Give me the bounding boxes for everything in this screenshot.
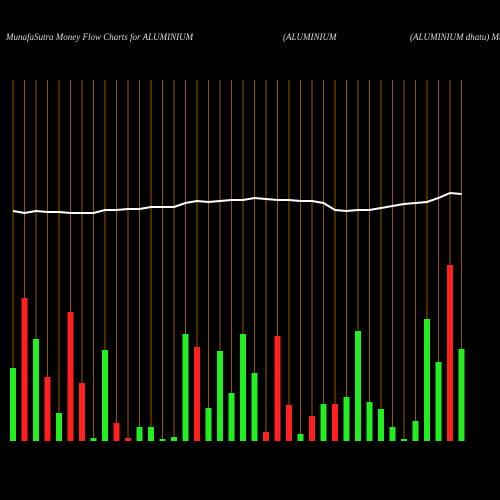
bar: [125, 438, 131, 441]
bar: [56, 413, 62, 441]
bar: [113, 423, 120, 441]
bar: [412, 421, 419, 441]
chart-title: MunafaSutra Money Flow Charts for ALUMIN…: [5, 32, 194, 42]
bar: [67, 312, 74, 441]
bar: [159, 439, 166, 441]
money-flow-line: [12, 191, 462, 215]
bar: [297, 434, 304, 441]
bar: [366, 402, 373, 441]
bar: [240, 334, 246, 441]
bar: [44, 377, 51, 441]
bar: [21, 298, 28, 441]
bar: [182, 334, 189, 441]
bar: [263, 432, 269, 441]
bar: [286, 405, 292, 441]
bar: [90, 438, 97, 441]
bar: [332, 404, 338, 441]
bar: [171, 437, 177, 441]
bar: [424, 319, 430, 441]
bar: [378, 409, 384, 441]
bar: [389, 427, 396, 441]
bar: [251, 373, 258, 441]
bar: [458, 349, 465, 441]
bar: [228, 393, 235, 441]
bar: [136, 427, 143, 441]
bar: [33, 339, 39, 441]
chart-title: (ALUMINIUM dhatu) Mu: [410, 32, 500, 42]
bar: [401, 439, 407, 441]
bar: [309, 416, 315, 441]
bar: [217, 351, 223, 441]
bar: [320, 404, 327, 441]
bar: [274, 336, 281, 441]
bar: [10, 368, 16, 441]
bar: [205, 408, 212, 441]
bar: [194, 347, 200, 441]
bar: [79, 383, 85, 441]
bar: [447, 265, 453, 441]
bar: [355, 331, 361, 441]
bar: [435, 362, 442, 441]
bar: [102, 350, 108, 441]
bar: [148, 427, 154, 441]
chart-title: (ALUMINIUM: [283, 32, 337, 42]
bar: [343, 397, 350, 441]
